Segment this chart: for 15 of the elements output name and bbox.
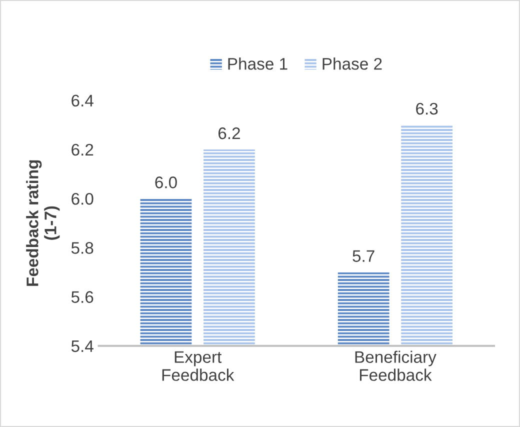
x-tick-label: Expert Feedback — [162, 351, 234, 381]
data-label: 6.0 — [155, 176, 177, 188]
y-tick-label: 5.8 — [71, 242, 94, 254]
data-label: 6.3 — [416, 102, 438, 115]
x-tick-label: Beneficiary Feedback — [355, 350, 436, 381]
legend-label: Phase 2 — [322, 58, 382, 70]
y-tick-label: 6.2 — [72, 144, 94, 156]
y-tick-label: 5.6 — [71, 291, 94, 303]
y-tick-label: 6.0 — [72, 192, 94, 205]
y-tick-label: 6.4 — [72, 94, 94, 107]
y-tick-label: 5.4 — [71, 340, 94, 352]
data-label: 5.7 — [352, 250, 374, 262]
legend-label: Phase 1 — [228, 58, 288, 70]
y-axis-title: Feedback rating (1-7) — [26, 160, 60, 286]
data-label: 6.2 — [218, 127, 240, 140]
